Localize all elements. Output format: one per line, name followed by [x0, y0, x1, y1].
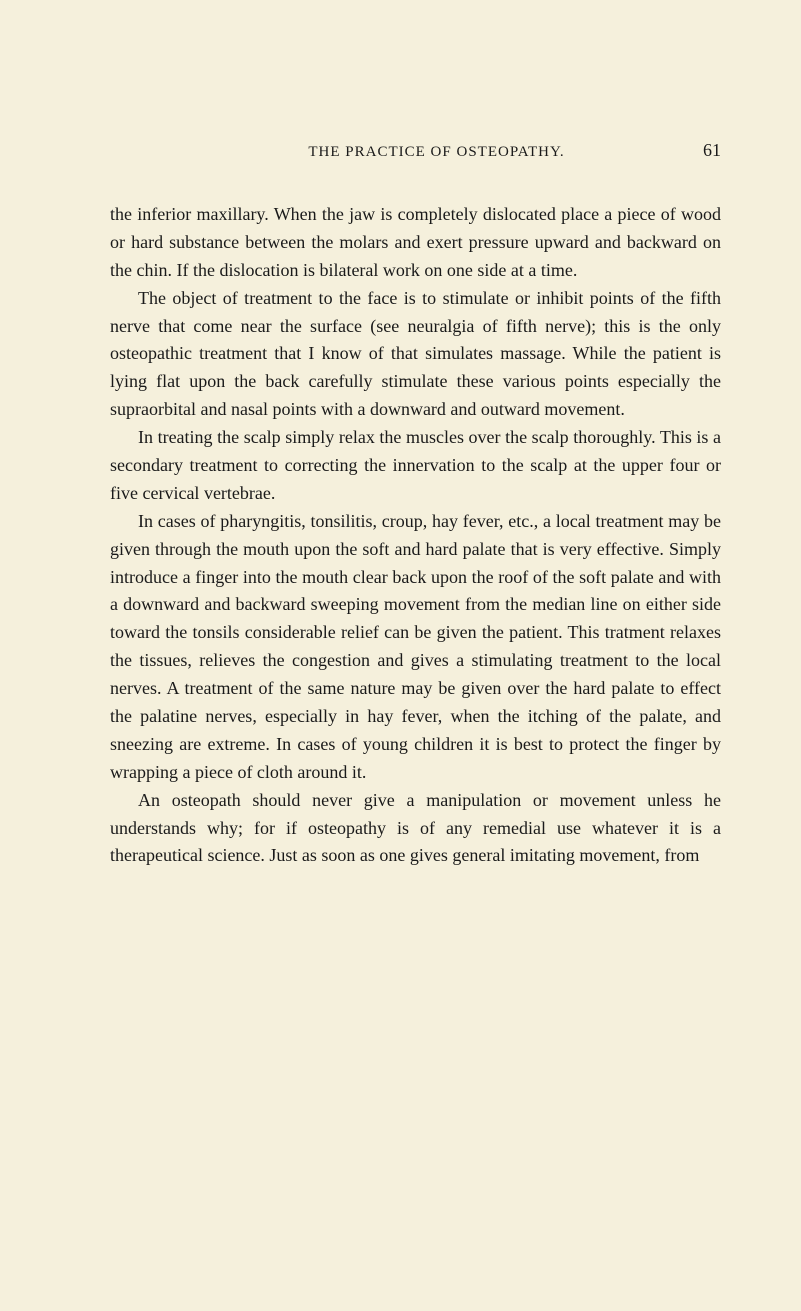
page-number: 61 — [703, 140, 721, 161]
paragraph-1: the inferior maxillary. When the jaw is … — [110, 201, 721, 285]
page-header: THE PRACTICE OF OSTEOPATHY. 61 — [110, 140, 721, 161]
header-title: THE PRACTICE OF OSTEOPATHY. — [110, 144, 703, 161]
paragraph-5: An osteopath should never give a manipul… — [110, 787, 721, 871]
paragraph-4: In cases of pharyngitis, tonsilitis, cro… — [110, 508, 721, 787]
paragraph-2: The object of treatment to the face is t… — [110, 285, 721, 424]
paragraph-3: In treating the scalp simply relax the m… — [110, 424, 721, 508]
